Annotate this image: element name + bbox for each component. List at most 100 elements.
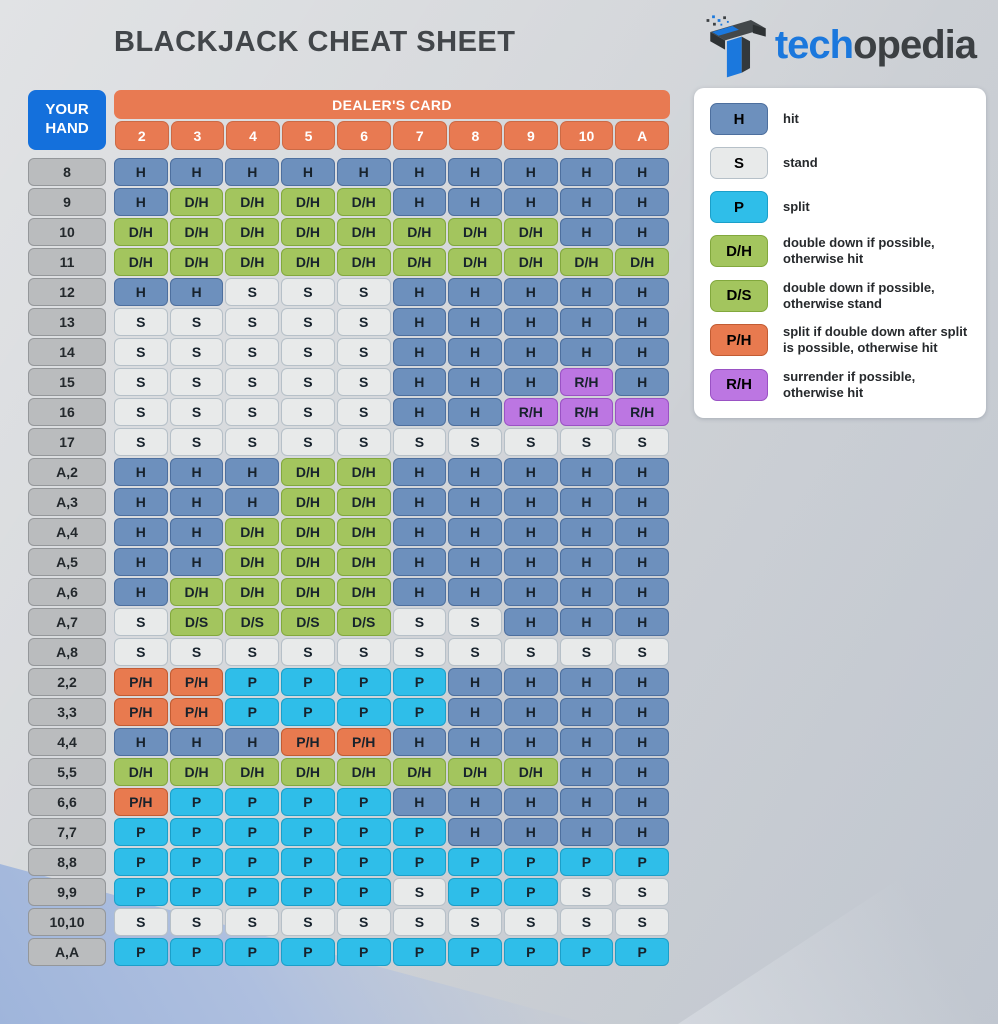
strategy-cell: S [114, 638, 168, 666]
strategy-cell: H [503, 788, 558, 816]
strategy-cell: D/H [281, 248, 335, 276]
strategy-cell: D/H [114, 218, 168, 246]
strategy-cell: P [169, 938, 224, 966]
strategy-cell: H [615, 578, 670, 606]
strategy-cell: H [615, 218, 670, 246]
legend-chip: P [710, 191, 768, 223]
strategy-cell: H [448, 668, 502, 696]
strategy-cell: P [448, 878, 502, 906]
strategy-cell: D/H [448, 758, 502, 786]
strategy-cell: D/H [392, 248, 447, 276]
dealer-columns: 2 3 4 5 6 7 8 9 10 A [114, 121, 670, 150]
strategy-cell: H [114, 578, 168, 606]
strategy-cell: D/H [392, 218, 447, 246]
dealer-column-header: 8 [448, 121, 503, 150]
strategy-cell: S [225, 338, 280, 366]
table-row: A,2 H H H D/H D/H H H H H H [28, 458, 670, 486]
strategy-cell: H [448, 338, 502, 366]
strategy-cell: H [114, 518, 168, 546]
strategy-cell: S [615, 638, 670, 666]
strategy-cell: S [225, 308, 280, 336]
table-row: 13 S S S S S H H H H H [28, 308, 670, 336]
row-label: 7,7 [28, 818, 106, 846]
strategy-cell: D/H [281, 578, 335, 606]
strategy-cell: H [392, 458, 447, 486]
row-label: 12 [28, 278, 106, 306]
table-row: A,8 S S S S S S S S S S [28, 638, 670, 666]
table-row: 14 S S S S S H H H H H [28, 338, 670, 366]
row-label: A,4 [28, 518, 106, 546]
strategy-cell: H [615, 818, 670, 846]
strategy-cell: S [448, 908, 502, 936]
strategy-cell: S [448, 428, 502, 456]
strategy-cell: D/H [169, 188, 224, 216]
strategy-cell: H [448, 578, 502, 606]
table-row: 9,9 P P P P P S P P S S [28, 878, 670, 906]
strategy-cell: D/H [169, 218, 224, 246]
strategy-cell: D/S [225, 608, 280, 636]
dealers-card-header: DEALER'S CARD [114, 90, 670, 119]
row-label: 8 [28, 158, 106, 186]
strategy-cell: D/H [225, 248, 280, 276]
strategy-cell: P [392, 818, 447, 846]
legend-label: split if double down after split is poss… [783, 324, 968, 356]
strategy-cell: S [392, 428, 447, 456]
strategy-cell: D/H [336, 458, 391, 486]
strategy-cell: D/H [169, 758, 224, 786]
strategy-cell: H [336, 158, 391, 186]
strategy-cell: S [225, 278, 280, 306]
strategy-cell: S [281, 278, 335, 306]
strategy-cell: P [281, 878, 335, 906]
strategy-cell: H [615, 158, 670, 186]
strategy-cell: H [559, 578, 614, 606]
strategy-cell: D/S [336, 608, 391, 636]
strategy-cell: H [392, 578, 447, 606]
strategy-cell: D/H [114, 248, 168, 276]
legend-item: D/H double down if possible, otherwise hi… [710, 235, 970, 268]
row-label: 6,6 [28, 788, 106, 816]
strategy-cell: S [114, 428, 168, 456]
dealer-column-header: 5 [281, 121, 336, 150]
strategy-cell: H [448, 308, 502, 336]
strategy-cell: P [281, 668, 335, 696]
strategy-cell: D/H [114, 758, 168, 786]
strategy-cell: P [225, 698, 280, 726]
dealer-column-header: 4 [226, 121, 280, 150]
strategy-cell: H [392, 488, 447, 516]
row-label: 9,9 [28, 878, 106, 906]
strategy-cell: D/H [336, 248, 391, 276]
strategy-cell: S [169, 338, 224, 366]
strategy-cell: S [225, 398, 280, 426]
page-title: BLACKJACK CHEAT SHEET [114, 26, 516, 58]
strategy-cell: H [225, 728, 280, 756]
strategy-cell: P [392, 938, 447, 966]
strategy-cell: H [615, 488, 670, 516]
logo-text-opedia: opedia [853, 23, 977, 67]
strategy-cell: H [615, 758, 670, 786]
strategy-cell: S [225, 368, 280, 396]
strategy-cell: S [281, 398, 335, 426]
row-label: A,2 [28, 458, 106, 486]
strategy-cell: H [559, 338, 614, 366]
strategy-cell: H [114, 188, 168, 216]
strategy-cell: D/S [169, 608, 224, 636]
your-hand-header: YOUR HAND [28, 90, 106, 150]
strategy-cell: H [559, 548, 614, 576]
row-label: 8,8 [28, 848, 106, 876]
strategy-cell: D/H [336, 488, 391, 516]
strategy-cell: H [615, 188, 670, 216]
strategy-cell: R/H [559, 368, 614, 396]
strategy-cell: S [169, 308, 224, 336]
strategy-cell: P [281, 848, 335, 876]
strategy-cell: D/H [281, 488, 335, 516]
strategy-cell: S [114, 608, 168, 636]
strategy-cell: H [559, 818, 614, 846]
strategy-cell: P [448, 938, 502, 966]
table-row: 6,6 P/H P P P P H H H H H [28, 788, 670, 816]
strategy-cell: H [448, 548, 502, 576]
strategy-cell: S [392, 608, 447, 636]
strategy-cell: P [336, 788, 391, 816]
strategy-cell: D/H [448, 218, 502, 246]
dealer-column-header: 9 [504, 121, 558, 150]
strategy-cell: D/H [225, 548, 280, 576]
